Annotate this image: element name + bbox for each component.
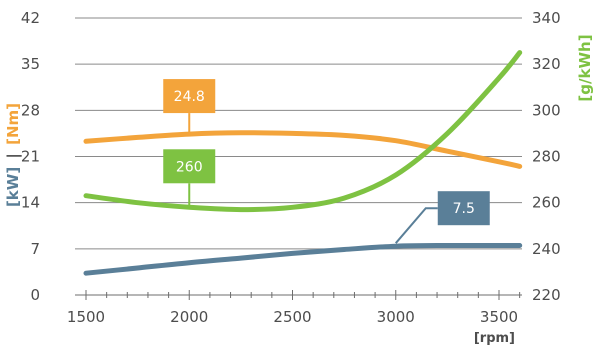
right-tick-label: 340	[532, 9, 561, 27]
torque-line	[83, 130, 523, 169]
left-tick-label: 42	[21, 9, 40, 27]
left-tick-label: 28	[21, 101, 40, 119]
x-axis	[75, 290, 522, 300]
left-axis-label-separator: |	[4, 153, 23, 158]
power-line	[83, 242, 523, 276]
left-axis-label-nm: [Nm]	[4, 103, 22, 145]
x-tick-label: 3000	[377, 308, 415, 326]
torque-callout-box	[163, 79, 216, 114]
power-callout-label: 7.5	[453, 201, 475, 217]
consumption-callout-box	[163, 149, 216, 184]
series-lines	[83, 50, 523, 276]
x-axis-label: [rpm]	[474, 331, 515, 346]
x-tick-label: 2000	[170, 308, 208, 326]
right-tick-label: 220	[532, 286, 561, 304]
left-axis-label: [kW] | [Nm]	[4, 103, 23, 207]
right-axis-label: [g/kWh]	[576, 34, 594, 101]
callouts: 24.8 260 7.5	[163, 79, 490, 244]
consumption-callout-label: 260	[176, 159, 203, 175]
right-tick-label: 300	[532, 101, 561, 119]
x-tick-label: 1500	[67, 308, 105, 326]
torque-callout-label: 24.8	[174, 89, 205, 105]
right-tick-label: 280	[532, 148, 561, 166]
power-callout-box	[437, 191, 490, 226]
x-tick-label: 3500	[480, 308, 518, 326]
right-tick-label: 260	[532, 194, 561, 212]
consumption-line	[83, 50, 523, 213]
power-callout-leader	[394, 207, 438, 244]
x-tick-label: 2500	[273, 308, 311, 326]
left-axis-label-kw: [kW]	[4, 167, 22, 207]
right-tick-label: 320	[532, 55, 561, 73]
left-tick-label: 14	[21, 194, 40, 212]
left-tick-label: 21	[21, 148, 40, 166]
tick-labels: 0 7 14 21 28 35 42 220 240 260 280 300 320 340 1500 200…	[21, 9, 561, 326]
left-tick-label: 7	[30, 240, 40, 258]
left-tick-label: 0	[30, 286, 40, 304]
right-tick-label: 240	[532, 240, 561, 258]
left-tick-label: 35	[21, 55, 40, 73]
